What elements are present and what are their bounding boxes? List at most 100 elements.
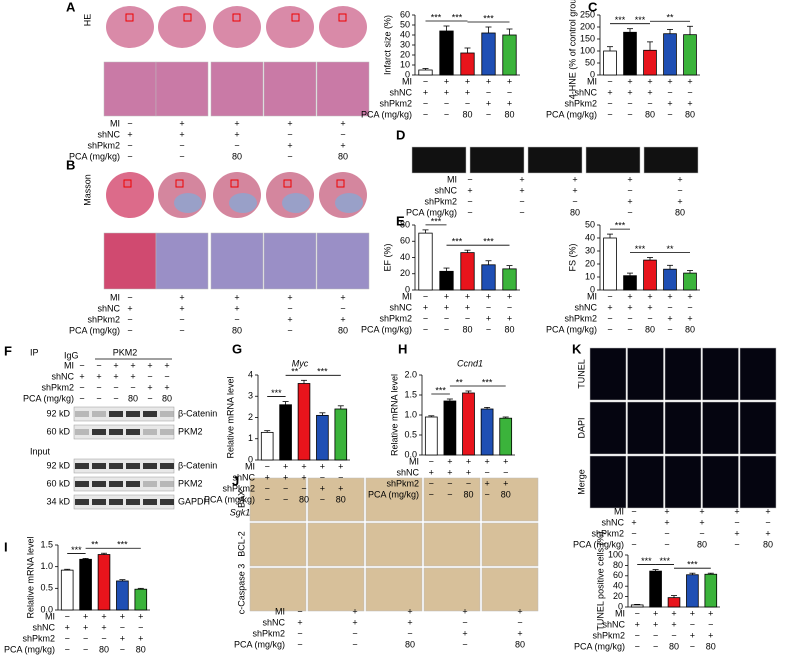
condition-mark: + xyxy=(503,456,508,466)
condition-mark: − xyxy=(627,109,632,119)
condition-mark: − xyxy=(465,313,470,323)
condition-label: PCA (mg/kg) xyxy=(69,151,120,161)
condition-label: shNC xyxy=(232,472,255,482)
condition-mark: − xyxy=(179,325,184,335)
condition-mark: − xyxy=(138,622,143,632)
condition-mark: − xyxy=(647,98,652,108)
condition-mark: 80 xyxy=(685,324,695,334)
condition-mark: + xyxy=(301,461,306,471)
condition-mark: 80 xyxy=(645,324,655,334)
bar xyxy=(683,34,697,76)
y-tick-label: 40 xyxy=(400,29,410,39)
blot-name: PKM2 xyxy=(178,426,203,436)
condition-mark: 80 xyxy=(675,207,685,217)
condition-mark: + xyxy=(627,174,632,184)
significance-label: *** xyxy=(687,560,698,570)
condition-mark: − xyxy=(627,185,632,195)
bar xyxy=(630,604,644,608)
condition-mark: − xyxy=(340,303,345,313)
fluor-image xyxy=(739,401,777,455)
condition-mark: 80 xyxy=(462,109,472,119)
condition-mark: + xyxy=(507,313,512,323)
panel-letter: F xyxy=(4,343,12,358)
condition-mark: − xyxy=(423,98,428,108)
he-box xyxy=(291,13,300,22)
image-label: c-Caspase 3 xyxy=(236,564,246,615)
ihc-image xyxy=(249,567,307,612)
condition-mark: + xyxy=(486,313,491,323)
y-tick-label: 60 xyxy=(400,9,410,19)
condition-mark: + xyxy=(484,456,489,466)
condition-mark: + xyxy=(687,98,692,108)
condition-mark: + xyxy=(444,302,449,312)
condition-mark: 80 xyxy=(336,494,346,504)
condition-mark: + xyxy=(607,302,612,312)
bar xyxy=(443,400,457,456)
condition-mark: + xyxy=(503,478,508,488)
y-tick-label: 0 xyxy=(590,69,595,79)
y-tick-label: 50 xyxy=(400,19,410,29)
y-tick-label: 80 xyxy=(613,560,623,570)
bar xyxy=(502,34,517,76)
y-tick-label: 0 xyxy=(248,454,253,464)
fluor-image xyxy=(702,401,739,455)
condition-mark: + xyxy=(627,291,632,301)
condition-mark: − xyxy=(462,639,467,649)
condition-mark: − xyxy=(572,196,577,206)
bar xyxy=(279,404,292,461)
masson-box xyxy=(123,179,132,188)
bar xyxy=(260,431,274,461)
bar xyxy=(481,32,496,76)
condition-mark: + xyxy=(130,371,135,381)
condition-mark: + xyxy=(466,456,471,466)
condition-mark: + xyxy=(79,371,84,381)
he-box xyxy=(338,13,347,22)
condition-mark: − xyxy=(79,360,84,370)
condition-mark: − xyxy=(340,129,345,139)
ihc-image xyxy=(481,477,539,522)
ihc-image xyxy=(307,567,365,612)
condition-mark: + xyxy=(631,517,636,527)
condition-mark: − xyxy=(338,472,343,482)
condition-mark: + xyxy=(101,622,106,632)
condition-label: MI xyxy=(587,291,597,301)
condition-mark: − xyxy=(635,608,640,618)
condition-label: shPkm2 xyxy=(564,313,597,323)
condition-mark: + xyxy=(484,478,489,488)
condition-mark: + xyxy=(287,314,292,324)
condition-mark: + xyxy=(465,87,470,97)
condition-label: PCA (mg/kg) xyxy=(234,639,285,649)
significance-label: ** xyxy=(291,367,299,377)
condition-mark: − xyxy=(631,528,636,538)
ihc-image xyxy=(423,567,481,612)
condition-mark: − xyxy=(664,528,669,538)
condition-mark: 80 xyxy=(128,393,138,403)
condition-mark: + xyxy=(179,292,184,302)
condition-label: shNC xyxy=(574,87,597,97)
blot-kd: 60 kD xyxy=(46,426,70,436)
condition-mark: − xyxy=(164,371,169,381)
condition-mark: + xyxy=(320,483,325,493)
condition-label: shPkm2 xyxy=(424,196,457,206)
blot-band xyxy=(126,499,140,505)
image-label: TUNEL xyxy=(576,359,586,389)
blot-label: IgG xyxy=(64,350,79,360)
chart-title: Sgk1 xyxy=(230,507,251,517)
fluor-image xyxy=(664,401,702,455)
condition-mark: + xyxy=(687,291,692,301)
condition-label: shNC xyxy=(601,517,624,527)
condition-mark: − xyxy=(507,87,512,97)
chart-title: Ccnd1 xyxy=(457,358,483,368)
condition-label: shNC xyxy=(51,371,74,381)
condition-mark: − xyxy=(297,628,302,638)
condition-mark: − xyxy=(465,98,470,108)
condition-mark: − xyxy=(429,478,434,488)
condition-label: MI xyxy=(587,76,597,86)
panel-letter: D xyxy=(396,127,405,142)
condition-mark: 80 xyxy=(504,109,514,119)
condition-mark: + xyxy=(517,628,522,638)
bar xyxy=(334,408,348,461)
bar xyxy=(499,417,513,456)
condition-mark: + xyxy=(647,76,652,86)
y-tick-label: 0 xyxy=(405,284,410,294)
